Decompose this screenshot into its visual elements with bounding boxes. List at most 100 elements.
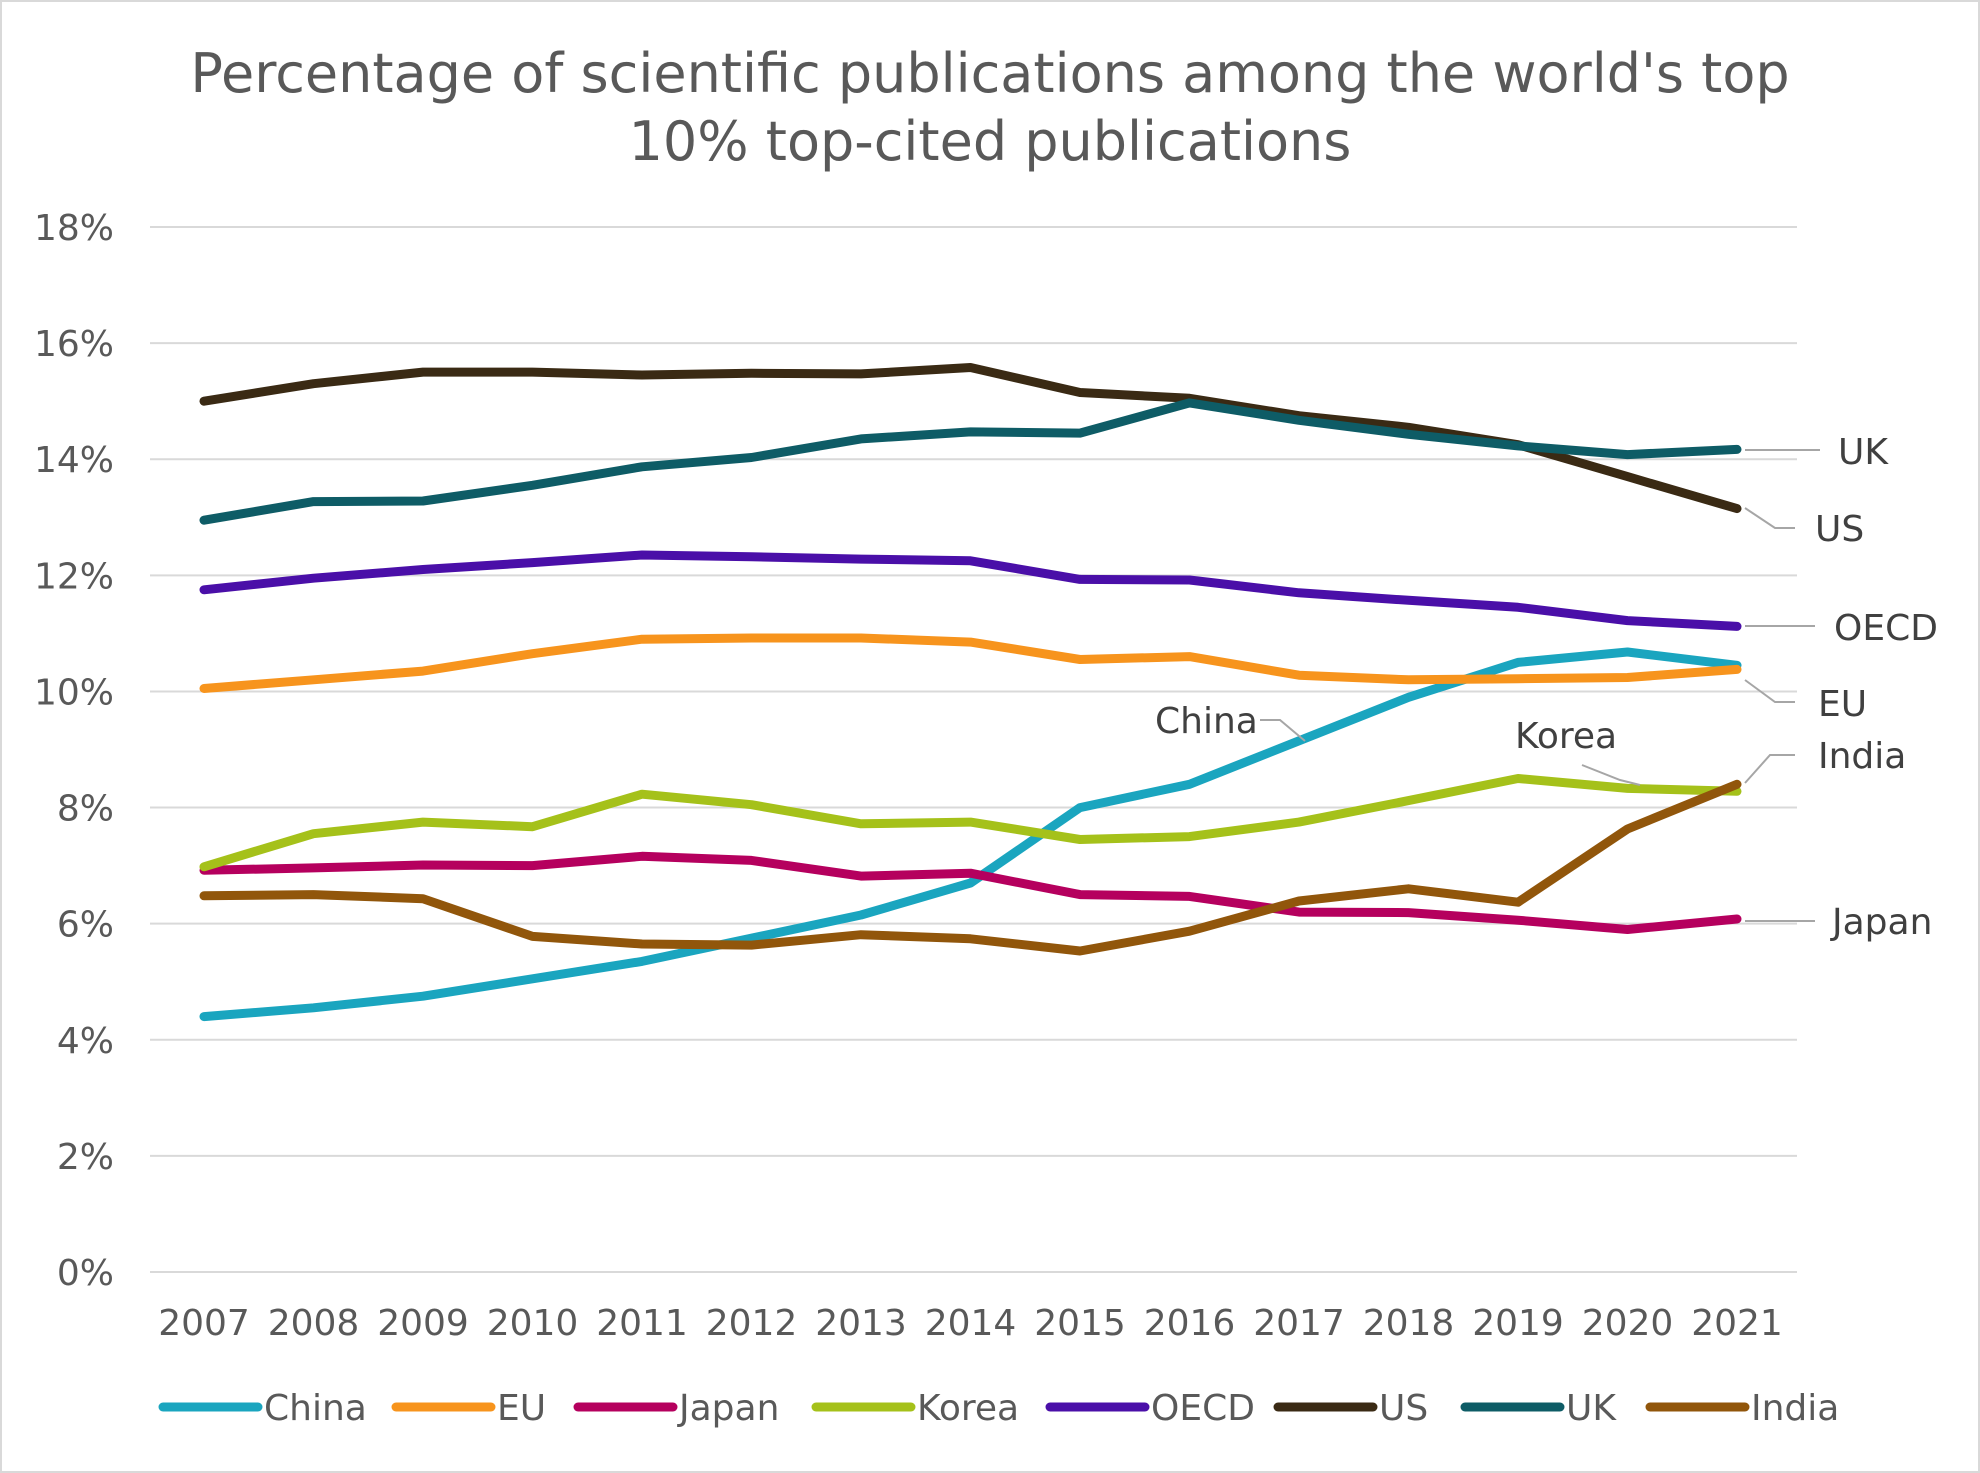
x-tick-label: 2009	[377, 1303, 469, 1344]
point-us	[1627, 476, 1629, 478]
point-china	[641, 960, 643, 962]
point-japan	[860, 875, 862, 877]
point-oecd	[1189, 579, 1191, 581]
india-end-label: India	[1818, 736, 1906, 777]
point-china	[1079, 807, 1081, 809]
legend: China EU Japan Korea OECD US UK India	[158, 1388, 1839, 1429]
point-india	[422, 898, 424, 900]
korea-callout-label: Korea	[1515, 716, 1617, 757]
point-oecd	[970, 560, 972, 562]
us-leader-line	[1744, 507, 1795, 529]
point-korea	[860, 823, 862, 825]
x-tick-label: 2007	[158, 1303, 250, 1344]
series-line-china	[199, 647, 1742, 1022]
point-us	[641, 374, 643, 376]
point-india	[313, 894, 315, 896]
x-tick-label: 2017	[1253, 1303, 1345, 1344]
point-china	[422, 995, 424, 997]
point-china	[1189, 783, 1191, 785]
point-us	[970, 366, 972, 368]
point-korea	[1079, 838, 1081, 840]
point-uk	[1189, 402, 1191, 404]
series-line-korea	[199, 774, 1742, 872]
series-line-eu	[199, 633, 1742, 693]
point-india	[1408, 888, 1410, 890]
x-tick-label: 2010	[487, 1303, 579, 1344]
point-oecd	[1627, 620, 1629, 622]
china-callout-label: China	[1155, 701, 1258, 742]
point-japan	[313, 867, 315, 869]
series-annotations: UK US OECD EU India Japan China Korea	[1155, 432, 1938, 943]
point-japan	[532, 865, 534, 867]
point-india	[751, 944, 753, 946]
point-oecd	[203, 589, 205, 591]
point-eu	[532, 653, 534, 655]
point-india	[641, 943, 643, 945]
x-tick-label: 2008	[268, 1303, 360, 1344]
point-eu	[1736, 668, 1738, 670]
y-tick-label: 14%	[34, 440, 114, 481]
us-end-label: US	[1815, 509, 1864, 550]
point-japan	[1189, 895, 1191, 897]
point-china	[1517, 661, 1519, 663]
legend-label-oecd: OECD	[1151, 1388, 1255, 1429]
point-oecd	[751, 556, 753, 558]
point-korea	[422, 821, 424, 823]
point-china	[751, 937, 753, 939]
point-india	[203, 895, 205, 897]
point-uk	[970, 431, 972, 433]
oecd-end-label: OECD	[1834, 608, 1938, 649]
point-china	[1627, 651, 1629, 653]
point-us	[1736, 508, 1738, 510]
point-korea	[1517, 778, 1519, 780]
y-tick-label: 16%	[34, 324, 114, 365]
point-us	[751, 372, 753, 374]
y-tick-label: 0%	[57, 1253, 114, 1294]
series-line-oecd	[199, 550, 1742, 631]
point-india	[1736, 783, 1738, 785]
series-line-us	[199, 363, 1742, 514]
point-uk	[532, 484, 534, 486]
legend-label-japan: Japan	[677, 1388, 779, 1429]
china-leader-line	[1260, 719, 1306, 742]
point-uk	[641, 466, 643, 468]
point-uk	[1079, 432, 1081, 434]
gridlines	[150, 226, 1797, 1273]
point-japan	[1517, 919, 1519, 921]
point-eu	[203, 688, 205, 690]
point-india	[1627, 828, 1629, 830]
point-korea	[203, 866, 205, 868]
point-us	[1079, 391, 1081, 393]
legend-label-india: India	[1751, 1388, 1839, 1429]
point-japan	[1408, 912, 1410, 914]
point-oecd	[422, 569, 424, 571]
y-tick-label: 8%	[57, 789, 114, 830]
x-tick-label: 2020	[1582, 1303, 1674, 1344]
series-lines	[199, 363, 1742, 1022]
chart-title-line-2: 10% top-cited publications	[629, 110, 1352, 173]
y-tick-label: 4%	[57, 1021, 114, 1062]
point-uk	[422, 500, 424, 502]
point-eu	[1298, 674, 1300, 676]
point-eu	[641, 638, 643, 640]
point-india	[532, 935, 534, 937]
point-korea	[313, 833, 315, 835]
point-us	[532, 371, 534, 373]
point-eu	[970, 641, 972, 643]
chart-title-line-1: Percentage of scientific publications am…	[190, 42, 1789, 105]
point-japan	[970, 872, 972, 874]
point-japan	[641, 855, 643, 857]
point-eu	[313, 679, 315, 681]
x-tick-label: 2012	[706, 1303, 798, 1344]
korea-leader-line	[1581, 764, 1641, 786]
point-eu	[1408, 679, 1410, 681]
point-china	[1408, 696, 1410, 698]
point-uk	[1408, 433, 1410, 435]
point-korea	[1736, 790, 1738, 792]
y-tick-label: 6%	[57, 905, 114, 946]
legend-label-us: US	[1379, 1388, 1428, 1429]
point-uk	[1517, 445, 1519, 447]
point-korea	[1408, 800, 1410, 802]
